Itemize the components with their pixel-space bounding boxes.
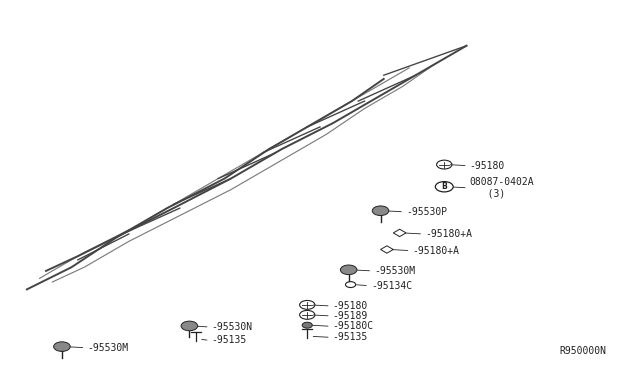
Circle shape — [435, 182, 453, 192]
Text: -95135: -95135 — [333, 332, 368, 342]
Circle shape — [372, 206, 389, 215]
Circle shape — [54, 342, 70, 352]
Text: -95180: -95180 — [470, 161, 505, 171]
Circle shape — [181, 321, 198, 331]
Text: -95135: -95135 — [212, 335, 247, 345]
Text: -95530M: -95530M — [374, 266, 415, 276]
Text: -95134C: -95134C — [371, 281, 412, 291]
Text: -95180+A: -95180+A — [425, 229, 472, 239]
Text: -95530N: -95530N — [212, 322, 253, 332]
Text: -95189: -95189 — [333, 311, 368, 321]
Text: 08087-0402A
   (3): 08087-0402A (3) — [470, 177, 534, 199]
Text: -95180: -95180 — [333, 301, 368, 311]
Text: -95180C: -95180C — [333, 321, 374, 331]
Circle shape — [340, 265, 357, 275]
Text: -95180+A: -95180+A — [412, 246, 460, 256]
Text: -95530P: -95530P — [406, 207, 447, 217]
Text: -95530M: -95530M — [88, 343, 129, 353]
Circle shape — [302, 322, 312, 328]
Text: B: B — [442, 182, 447, 191]
Text: R950000N: R950000N — [560, 346, 607, 356]
